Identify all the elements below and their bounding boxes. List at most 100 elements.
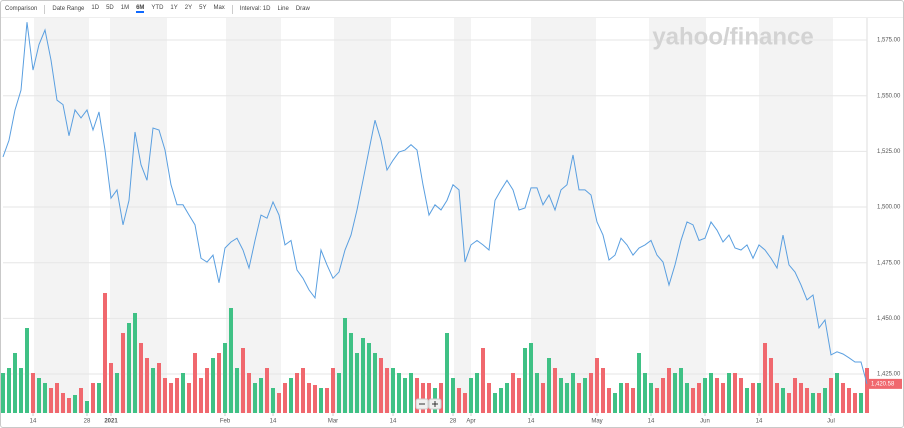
volume-bar [61,393,65,413]
volume-bar [235,368,239,413]
watermark: yahoo/finance [652,23,813,50]
x-tick-label: 28 [84,419,91,425]
x-tick-label: 14 [30,419,37,425]
volume-bar [259,378,263,413]
period-stripe [649,18,706,413]
volume-bar [403,378,407,413]
separator [44,4,46,14]
volume-bar [385,368,389,413]
volume-bar [325,388,329,413]
y-tick-label: 1,550.00 [877,93,901,99]
period-stripe [759,18,833,413]
interval-button[interactable]: Interval: 1D [239,6,271,12]
y-tick-label: 1,425.00 [877,372,901,378]
period-stripe [226,18,281,413]
volume-bar [265,368,269,413]
range-button[interactable]: 1M [120,5,130,11]
draw-button[interactable]: Draw [295,6,310,12]
volume-bar [733,373,737,413]
volume-bar [451,378,455,413]
range-button[interactable]: 2Y [184,5,193,11]
volume-bar [685,383,689,413]
volume-bar [775,383,779,413]
volume-bar [349,333,353,413]
date-range-button[interactable]: Date Range [52,6,85,12]
range-button[interactable]: 5D [106,5,114,11]
volume-bar [301,368,305,413]
volume-bar [529,343,533,413]
volume-bar [277,393,281,413]
volume-bar [7,368,11,413]
volume-bar [121,333,125,413]
volume-bar [91,383,95,413]
volume-bar [577,383,581,413]
volume-bar [211,358,215,413]
volume-bar [13,353,17,413]
volume-bar [787,393,791,413]
range-button[interactable]: 5Y [199,5,207,11]
x-tick-label: Mar [328,419,338,425]
range-button[interactable]: Max [213,5,225,11]
comparison-button[interactable]: Comparison [5,6,38,12]
volume-bar [727,373,731,413]
volume-bar [625,383,629,413]
volume-bar [811,393,815,413]
volume-bar [769,358,773,413]
volume-bar [415,378,419,413]
volume-bar [643,373,647,413]
volume-bar [367,343,371,413]
range-button[interactable]: 6M [136,5,145,13]
range-button[interactable]: 1D [91,5,100,11]
x-tick-label: 14 [390,419,397,425]
volume-bar [679,368,683,413]
volume-bar [505,383,509,413]
period-stripe [454,18,471,413]
period-stripe [531,18,596,413]
zoom-in-button[interactable] [428,398,442,410]
x-tick-label: Jul [827,419,835,425]
volume-bar [583,378,587,413]
x-tick-label: 14 [756,419,763,425]
volume-bar [799,383,803,413]
volume-bar [427,383,431,413]
zoom-out-button[interactable] [415,398,429,410]
y-tick-label: 1,475.00 [877,260,901,266]
volume-bar [607,388,611,413]
volume-bar [133,313,137,413]
volume-bar [307,383,311,413]
volume-bar [31,373,35,413]
volume-bar [631,388,635,413]
volume-bar [655,388,659,413]
x-tick-label: 2021 [104,419,118,425]
volume-bar [613,393,617,413]
period-stripe [110,18,167,413]
volume-bar [463,393,467,413]
last-price-label: 1,420.58 [871,381,895,387]
volume-bar [709,373,713,413]
range-button[interactable]: 1Y [170,5,178,11]
zoom-controls [415,398,442,410]
price-line [2,22,868,385]
volume-bar [391,368,395,413]
volume-bar [673,373,677,413]
volume-bar [457,388,461,413]
volume-bar [79,388,83,413]
volume-bar [109,363,113,413]
volume-bar [103,293,107,413]
volume-bar [175,378,179,413]
separator [231,4,233,14]
x-tick-label: 14 [648,419,655,425]
volume-bar [43,383,47,413]
chart-type-button[interactable]: Line [277,6,289,12]
volume-bar [475,373,479,413]
x-tick-label: Feb [220,419,231,425]
volume-bar [193,353,197,413]
volume-bar [829,378,833,413]
volume-bar [271,388,275,413]
volume-bar [859,393,863,413]
range-button[interactable]: YTD [151,5,164,11]
volume-bar [145,358,149,413]
volume-bar [715,378,719,413]
